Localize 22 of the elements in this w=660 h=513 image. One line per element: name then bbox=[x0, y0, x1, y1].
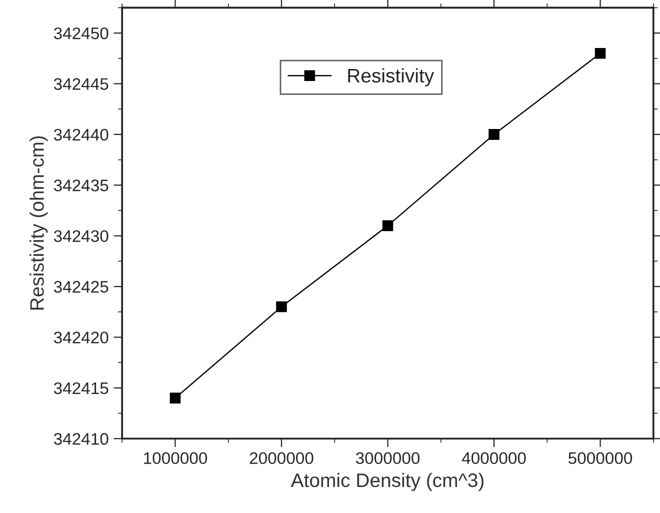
x-tick-label: 5000000 bbox=[568, 452, 632, 464]
y-tick-label: 342425 bbox=[54, 280, 108, 293]
y-tick-label: 342410 bbox=[54, 433, 108, 445]
x-tick-label: 1000000 bbox=[144, 452, 208, 464]
y-tick-label: 342435 bbox=[54, 180, 108, 192]
point bbox=[276, 301, 287, 312]
y-tick-label: 342440 bbox=[54, 128, 108, 141]
point bbox=[170, 392, 181, 404]
y-tick-label: 342430 bbox=[54, 230, 108, 242]
y-tick-label: 342415 bbox=[54, 382, 108, 394]
point bbox=[594, 48, 606, 59]
x-axis-title: Atomic Density (cm^3) bbox=[290, 472, 484, 492]
x-tick-label: 3000000 bbox=[356, 452, 420, 464]
legend-label: Resistivity bbox=[348, 68, 434, 86]
point bbox=[382, 220, 394, 232]
y-axis-title: Resistivity (ohm-cm) bbox=[30, 136, 48, 310]
x-tick-label: 4000000 bbox=[462, 452, 526, 464]
x-tick-label: 2000000 bbox=[250, 452, 314, 464]
y-tick-label: 342445 bbox=[54, 78, 108, 90]
y-tick-label: 342450 bbox=[54, 27, 108, 40]
point bbox=[488, 129, 500, 140]
y-tick-label: 342420 bbox=[54, 332, 108, 344]
